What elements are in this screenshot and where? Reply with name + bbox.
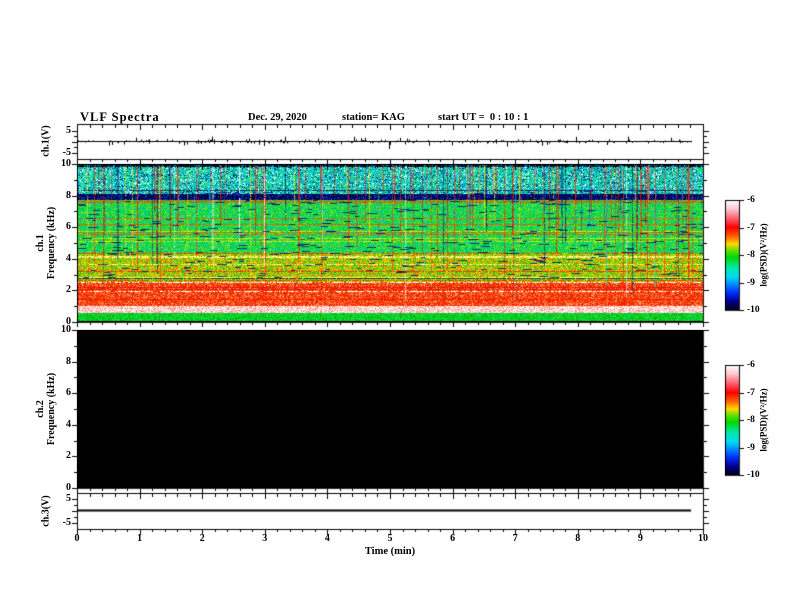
ch2-spectrogram-panel [77, 330, 703, 488]
ch2-spectrogram-ylabel-line1: ch.2 [35, 400, 46, 418]
y-tick-label: 6 [66, 221, 71, 233]
x-tick-label: 1 [137, 533, 143, 544]
x-tick-label: 0 [74, 533, 80, 544]
x-tick-label: 6 [450, 533, 456, 544]
x-tick-label: 3 [262, 533, 268, 544]
ch2-spectrogram-ylabel: ch.2 Frequency (kHz) [35, 373, 57, 445]
colorbar-tick-label: -9 [747, 277, 755, 288]
ch1-spectrogram-panel [77, 164, 703, 322]
y-tick-label: 5 [66, 124, 71, 136]
ch2-colorbar [725, 365, 739, 475]
ch3-waveform-trace [77, 493, 703, 529]
start-ut-label: start UT = 0 : 10 : 1 [438, 112, 529, 123]
station-label: station= KAG [342, 112, 405, 123]
y-tick-label: 4 [66, 252, 71, 264]
colorbar-tick-label: -7 [747, 387, 755, 398]
y-tick-label: 2 [66, 284, 71, 296]
y-tick-label: 10 [61, 324, 71, 335]
colorbar-tick-label: -10 [747, 305, 760, 315]
colorbar-tick-label: -6 [747, 360, 755, 370]
ch1-spectrogram-image [77, 164, 703, 322]
colorbar-tick-label: -10 [747, 470, 760, 480]
y-tick-label: 2 [66, 450, 71, 462]
ch2-spectrogram-ylabel-line2: Frequency (kHz) [46, 372, 57, 446]
ch1-spectrogram-ylabel: ch.1 Frequency (kHz) [35, 207, 57, 279]
x-axis-label: Time (min) [364, 546, 416, 557]
colorbar-tick-label: -8 [747, 415, 755, 425]
x-tick-label: 5 [387, 533, 393, 544]
x-tick-label: 4 [324, 533, 330, 544]
ch1-spectrogram-ylabel-line1: ch.1 [35, 234, 46, 252]
y-tick-label: 4 [66, 418, 71, 430]
x-tick-label: 10 [698, 533, 708, 544]
x-tick-label: 7 [512, 533, 518, 544]
ch2-spectrogram-image [77, 330, 703, 488]
ch3-waveform-panel [77, 493, 703, 529]
y-tick-label: -5 [62, 146, 71, 158]
colorbar-tick-label: -9 [747, 442, 755, 453]
y-tick-label: 5 [66, 492, 71, 504]
figure-date: Dec. 29, 2020 [248, 112, 307, 123]
ch1-spectrogram-ylabel-line2: Frequency (kHz) [46, 206, 57, 280]
y-tick-label: 6 [66, 387, 71, 399]
ch1-colorbar [725, 200, 739, 310]
colorbar-tick-label: -7 [747, 222, 755, 233]
figure-title: VLF Spectra [80, 110, 160, 124]
ch1-waveform-trace [77, 124, 703, 159]
colorbar-tick-label: -8 [747, 250, 755, 260]
y-tick-label: 8 [66, 355, 71, 367]
colorbar-tick-label: -6 [747, 195, 755, 205]
ch1-waveform-panel [77, 124, 703, 159]
x-tick-label: 2 [199, 533, 205, 544]
x-tick-label: 8 [575, 533, 581, 544]
x-tick-label: 9 [637, 533, 643, 544]
y-tick-label: 8 [66, 189, 71, 201]
y-tick-label: -5 [62, 516, 71, 528]
